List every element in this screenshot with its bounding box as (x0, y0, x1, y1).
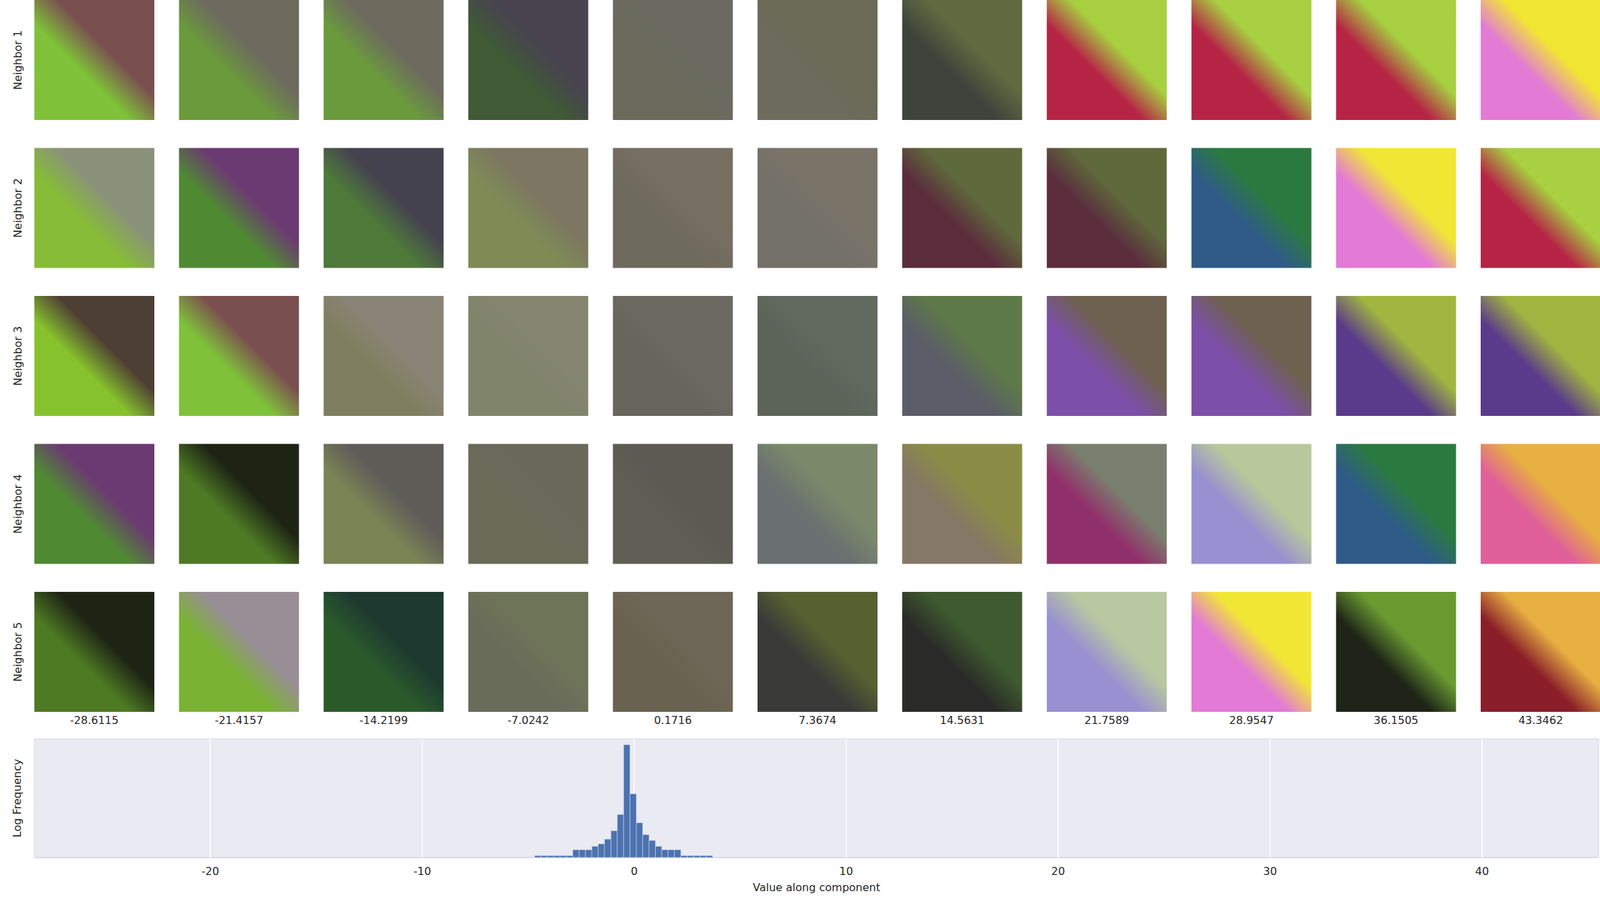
svg-text:-14.2199: -14.2199 (359, 713, 408, 727)
svg-text:40: 40 (1475, 864, 1489, 878)
svg-text:Log Frequency: Log Frequency (10, 758, 24, 838)
svg-text:0: 0 (630, 864, 638, 878)
svg-text:20: 20 (1051, 864, 1065, 878)
svg-text:Neighbor 1: Neighbor 1 (11, 30, 25, 90)
svg-text:36.1505: 36.1505 (1373, 713, 1419, 727)
svg-text:-28.6115: -28.6115 (70, 713, 119, 727)
svg-text:-20: -20 (201, 864, 220, 878)
svg-text:Neighbor 4: Neighbor 4 (11, 473, 25, 534)
svg-text:7.3674: 7.3674 (798, 713, 837, 727)
svg-text:Value along component: Value along component (752, 880, 881, 894)
svg-text:-7.0242: -7.0242 (507, 713, 550, 727)
svg-text:-21.4157: -21.4157 (214, 713, 264, 727)
svg-text:28.9547: 28.9547 (1229, 713, 1274, 727)
svg-text:30: 30 (1263, 864, 1277, 878)
svg-text:14.5631: 14.5631 (940, 713, 985, 727)
svg-text:0.1716: 0.1716 (653, 713, 692, 727)
svg-text:Neighbor 3: Neighbor 3 (11, 326, 25, 386)
svg-text:43.3462: 43.3462 (1518, 713, 1563, 727)
svg-text:-10: -10 (413, 864, 431, 878)
svg-text:Neighbor 5: Neighbor 5 (11, 622, 25, 682)
svg-text:21.7589: 21.7589 (1084, 713, 1129, 727)
svg-text:10: 10 (839, 864, 853, 878)
svg-text:Neighbor 2: Neighbor 2 (11, 177, 25, 238)
